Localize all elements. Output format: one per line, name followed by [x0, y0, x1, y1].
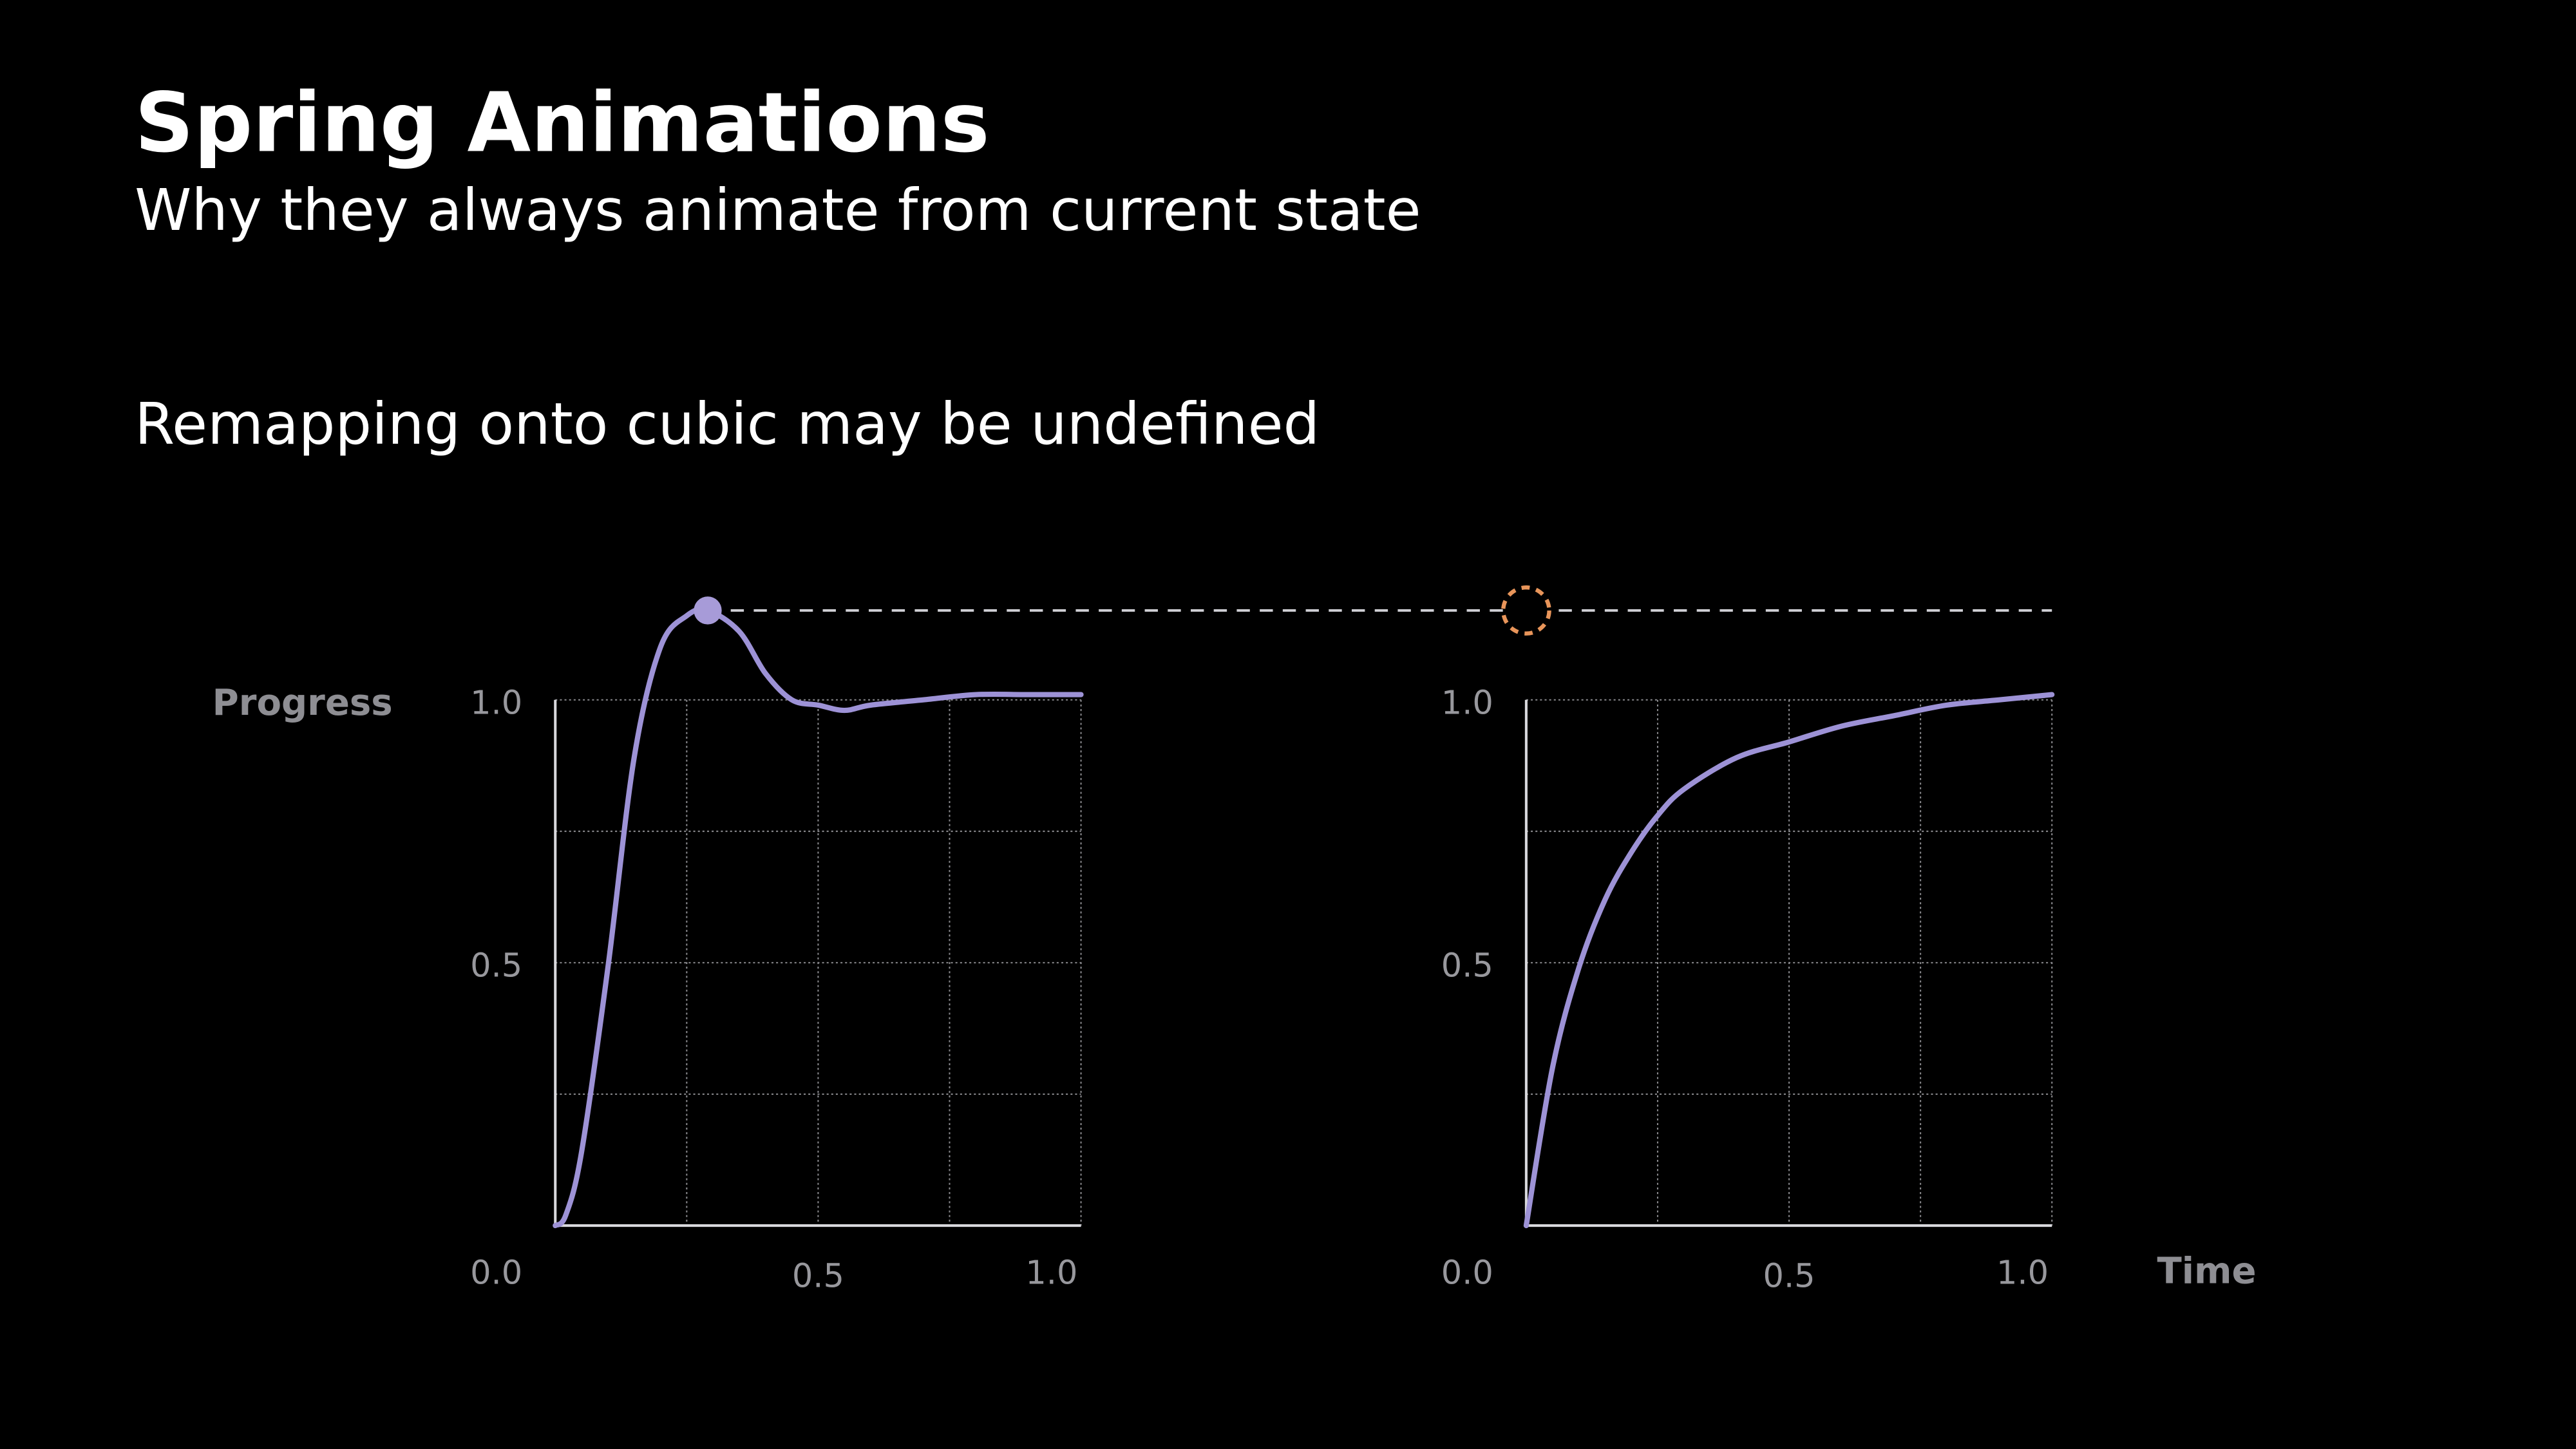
- slide-subtitle: Why they always animate from current sta…: [135, 177, 1421, 244]
- y-tick-label: 0.5: [470, 947, 522, 985]
- y-axis-title: Progress: [213, 682, 393, 724]
- marker: [694, 596, 722, 625]
- y-tick-label: 1.0: [470, 684, 522, 722]
- x-tick-label: 0.5: [792, 1258, 844, 1296]
- marker-ghost: [1501, 585, 1551, 636]
- slide-title: Spring Animations: [135, 76, 990, 171]
- x-tick-label: 0.0: [1441, 1255, 1493, 1293]
- x-tick-label: 1.0: [1996, 1255, 2049, 1293]
- x-tick-label: 0.0: [470, 1255, 522, 1293]
- x-tick-label: 0.5: [1763, 1258, 1815, 1296]
- slide-heading: Remapping onto cubic may be undefined: [135, 391, 1320, 458]
- curve: [1523, 692, 2055, 1229]
- x-tick-label: 1.0: [1025, 1255, 1077, 1293]
- curve: [553, 607, 1084, 1229]
- y-tick-label: 0.5: [1441, 947, 1493, 985]
- y-tick-label: 1.0: [1441, 684, 1493, 722]
- x-axis-title: Time: [2157, 1251, 2256, 1293]
